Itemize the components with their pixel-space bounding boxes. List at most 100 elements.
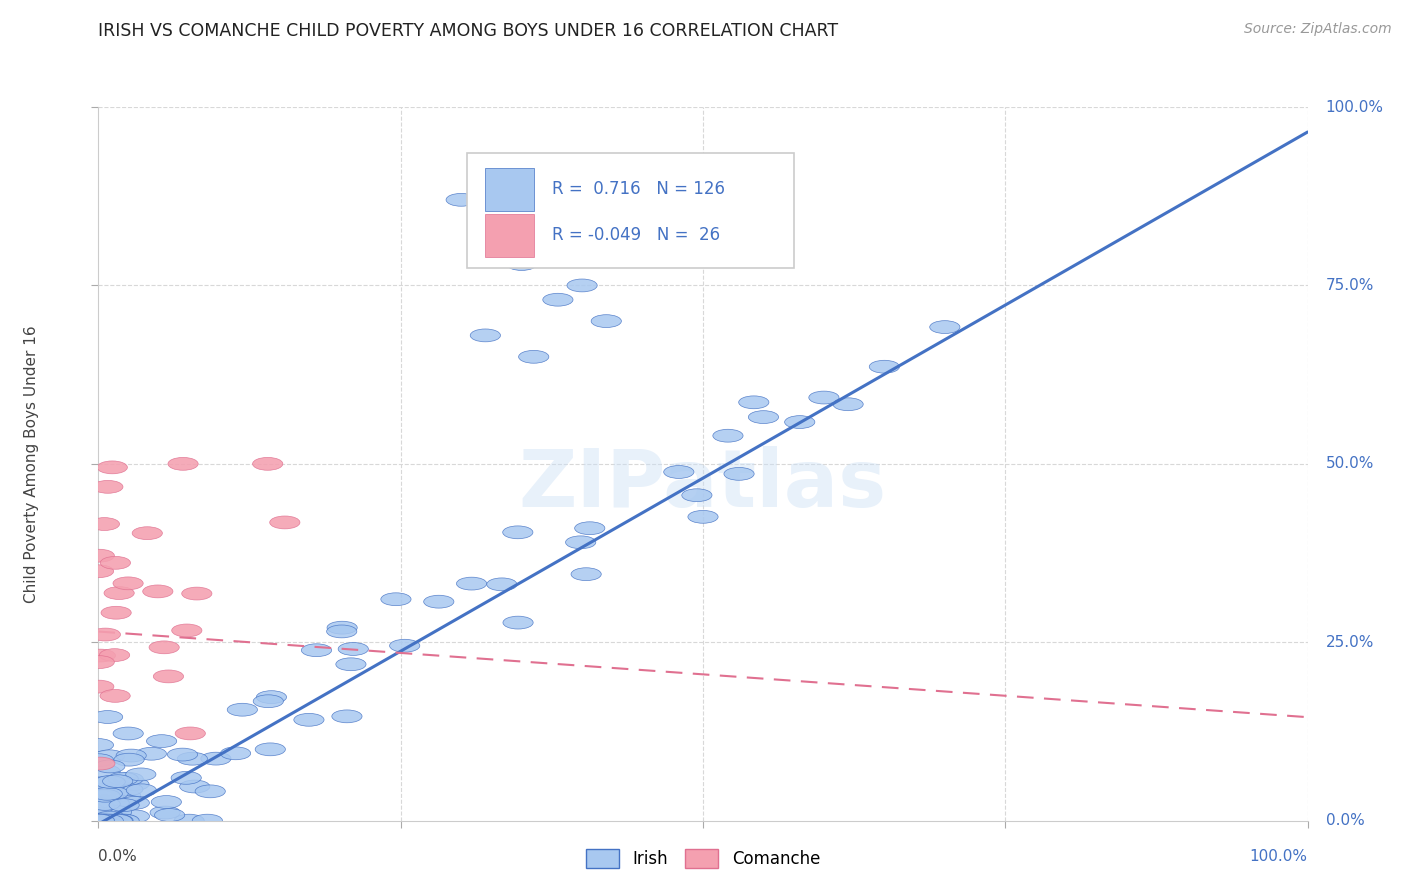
Ellipse shape <box>253 695 284 707</box>
Ellipse shape <box>90 628 121 641</box>
Ellipse shape <box>201 752 231 765</box>
Ellipse shape <box>112 772 143 785</box>
Ellipse shape <box>83 814 114 827</box>
Ellipse shape <box>172 772 201 784</box>
Ellipse shape <box>738 396 769 409</box>
Ellipse shape <box>83 814 114 827</box>
Ellipse shape <box>90 814 121 827</box>
Ellipse shape <box>103 814 134 827</box>
Ellipse shape <box>688 510 718 524</box>
Ellipse shape <box>90 517 120 531</box>
Ellipse shape <box>89 814 120 827</box>
Ellipse shape <box>84 814 114 827</box>
Ellipse shape <box>142 585 173 598</box>
Ellipse shape <box>152 796 181 808</box>
Ellipse shape <box>110 814 139 827</box>
Ellipse shape <box>482 229 513 242</box>
Ellipse shape <box>567 279 598 292</box>
Ellipse shape <box>195 785 225 797</box>
Ellipse shape <box>89 783 118 797</box>
Ellipse shape <box>543 293 574 306</box>
Ellipse shape <box>94 788 125 801</box>
Ellipse shape <box>97 777 128 789</box>
Ellipse shape <box>86 814 117 827</box>
Ellipse shape <box>181 587 212 600</box>
Ellipse shape <box>591 315 621 327</box>
Bar <box>485 168 534 211</box>
Ellipse shape <box>153 670 184 683</box>
Ellipse shape <box>83 814 114 827</box>
Ellipse shape <box>748 410 779 424</box>
Ellipse shape <box>136 747 166 760</box>
Ellipse shape <box>221 747 250 760</box>
Ellipse shape <box>193 814 222 827</box>
Ellipse shape <box>96 811 125 824</box>
Text: Child Poverty Among Boys Under 16: Child Poverty Among Boys Under 16 <box>24 325 39 603</box>
Bar <box>485 214 534 257</box>
Ellipse shape <box>84 656 114 668</box>
Text: IRISH VS COMANCHE CHILD POVERTY AMONG BOYS UNDER 16 CORRELATION CHART: IRISH VS COMANCHE CHILD POVERTY AMONG BO… <box>98 22 838 40</box>
Ellipse shape <box>503 526 533 539</box>
Ellipse shape <box>506 258 537 270</box>
Ellipse shape <box>87 812 117 824</box>
Ellipse shape <box>87 810 118 823</box>
Ellipse shape <box>90 789 121 802</box>
Text: 0.0%: 0.0% <box>98 849 138 864</box>
Ellipse shape <box>84 814 115 827</box>
Ellipse shape <box>93 711 122 723</box>
Ellipse shape <box>101 607 131 619</box>
Ellipse shape <box>83 754 114 766</box>
Ellipse shape <box>103 814 132 827</box>
Ellipse shape <box>120 810 149 822</box>
Ellipse shape <box>94 750 125 763</box>
Ellipse shape <box>96 814 125 827</box>
Ellipse shape <box>150 806 180 819</box>
Ellipse shape <box>785 416 815 428</box>
Ellipse shape <box>84 789 115 803</box>
Ellipse shape <box>87 814 118 827</box>
Text: ZIPatlas: ZIPatlas <box>519 446 887 524</box>
Ellipse shape <box>90 765 121 778</box>
Ellipse shape <box>89 777 118 789</box>
Ellipse shape <box>84 681 114 693</box>
Ellipse shape <box>565 536 596 549</box>
Ellipse shape <box>101 805 132 819</box>
Ellipse shape <box>167 458 198 470</box>
Ellipse shape <box>110 798 139 812</box>
Ellipse shape <box>167 748 198 761</box>
Ellipse shape <box>664 466 695 478</box>
Text: R =  0.716   N = 126: R = 0.716 N = 126 <box>551 180 725 198</box>
Ellipse shape <box>89 814 120 827</box>
Ellipse shape <box>446 194 477 206</box>
Ellipse shape <box>98 787 128 799</box>
Ellipse shape <box>832 398 863 410</box>
Ellipse shape <box>93 788 122 800</box>
Ellipse shape <box>114 753 145 766</box>
Legend: Irish, Comanche: Irish, Comanche <box>578 840 828 877</box>
Ellipse shape <box>111 789 141 802</box>
Ellipse shape <box>172 624 202 637</box>
Ellipse shape <box>90 795 120 808</box>
Ellipse shape <box>104 587 134 599</box>
Ellipse shape <box>96 775 125 789</box>
Ellipse shape <box>503 616 533 629</box>
Ellipse shape <box>83 810 114 823</box>
Ellipse shape <box>83 814 114 827</box>
Ellipse shape <box>724 467 754 480</box>
Ellipse shape <box>89 814 120 827</box>
Ellipse shape <box>180 780 209 793</box>
Ellipse shape <box>93 814 124 827</box>
Ellipse shape <box>486 578 517 591</box>
Ellipse shape <box>91 814 121 827</box>
Text: R = -0.049   N =  26: R = -0.049 N = 26 <box>551 227 720 244</box>
Ellipse shape <box>177 752 208 765</box>
Ellipse shape <box>100 690 131 702</box>
Text: 100.0%: 100.0% <box>1250 849 1308 864</box>
Ellipse shape <box>83 814 114 827</box>
Ellipse shape <box>294 714 323 726</box>
Ellipse shape <box>256 690 287 704</box>
Ellipse shape <box>929 320 960 334</box>
Ellipse shape <box>132 527 162 540</box>
Ellipse shape <box>423 595 454 608</box>
Ellipse shape <box>326 625 357 638</box>
